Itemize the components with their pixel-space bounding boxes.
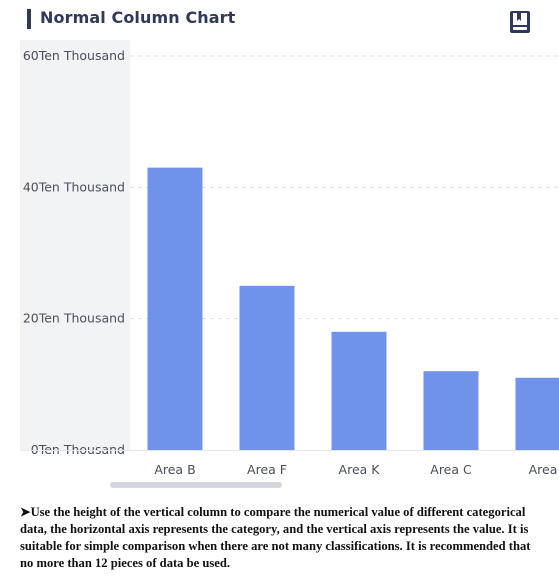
- column-chart: 0Ten Thousand 20Ten Thousand 40Ten Thousan…: [0, 40, 559, 495]
- bar[interactable]: [147, 167, 203, 450]
- x-tick-label: Area C: [430, 462, 472, 477]
- description-text: Use the height of the vertical column to…: [20, 505, 531, 570]
- y-tick-label: 20Ten Thousand: [23, 311, 125, 326]
- bar[interactable]: [515, 377, 559, 450]
- bar[interactable]: [331, 331, 387, 450]
- y-tick-label: 60Ten Thousand: [23, 48, 125, 63]
- title-accent-bar: [27, 9, 31, 29]
- chart-description: ➤Use the height of the vertical column t…: [20, 504, 545, 572]
- chart-svg: 0Ten Thousand 20Ten Thousand 40Ten Thousan…: [20, 48, 559, 477]
- y-axis-background: [20, 40, 130, 450]
- chart-title: Normal Column Chart: [40, 8, 236, 27]
- chart-header: Normal Column Chart: [0, 0, 559, 40]
- bar[interactable]: [239, 285, 295, 450]
- bar[interactable]: [423, 371, 479, 450]
- horizontal-scrollbar-track[interactable]: [20, 482, 559, 488]
- x-tick-label: Area K: [339, 462, 381, 477]
- x-tick-label: Area: [529, 462, 558, 477]
- x-tick-label: Area B: [154, 462, 195, 477]
- y-tick-label: 0Ten Thousand: [31, 442, 125, 457]
- y-tick-label: 40Ten Thousand: [23, 179, 125, 194]
- x-tick-label: Area F: [247, 462, 287, 477]
- horizontal-scrollbar-thumb[interactable]: [110, 482, 282, 488]
- arrow-bullet-icon: ➤: [20, 505, 31, 519]
- book-icon[interactable]: [509, 10, 531, 34]
